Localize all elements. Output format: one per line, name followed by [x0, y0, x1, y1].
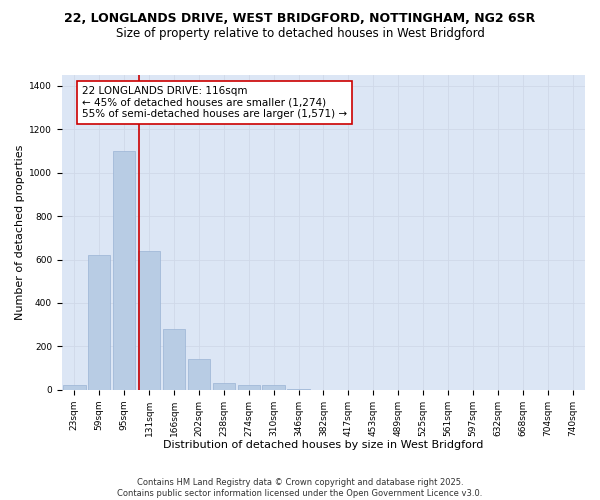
- Text: Size of property relative to detached houses in West Bridgford: Size of property relative to detached ho…: [116, 28, 484, 40]
- Bar: [163, 329, 185, 390]
- Bar: [88, 255, 110, 390]
- Bar: [212, 383, 235, 390]
- Bar: [287, 388, 310, 390]
- Text: 22 LONGLANDS DRIVE: 116sqm
← 45% of detached houses are smaller (1,274)
55% of s: 22 LONGLANDS DRIVE: 116sqm ← 45% of deta…: [82, 86, 347, 119]
- Bar: [63, 386, 86, 390]
- Bar: [188, 360, 210, 390]
- Bar: [262, 386, 285, 390]
- Text: Contains HM Land Registry data © Crown copyright and database right 2025.
Contai: Contains HM Land Registry data © Crown c…: [118, 478, 482, 498]
- Y-axis label: Number of detached properties: Number of detached properties: [15, 144, 25, 320]
- Bar: [238, 386, 260, 390]
- Bar: [138, 251, 160, 390]
- X-axis label: Distribution of detached houses by size in West Bridgford: Distribution of detached houses by size …: [163, 440, 484, 450]
- Text: 22, LONGLANDS DRIVE, WEST BRIDGFORD, NOTTINGHAM, NG2 6SR: 22, LONGLANDS DRIVE, WEST BRIDGFORD, NOT…: [64, 12, 536, 26]
- Bar: [113, 151, 136, 390]
